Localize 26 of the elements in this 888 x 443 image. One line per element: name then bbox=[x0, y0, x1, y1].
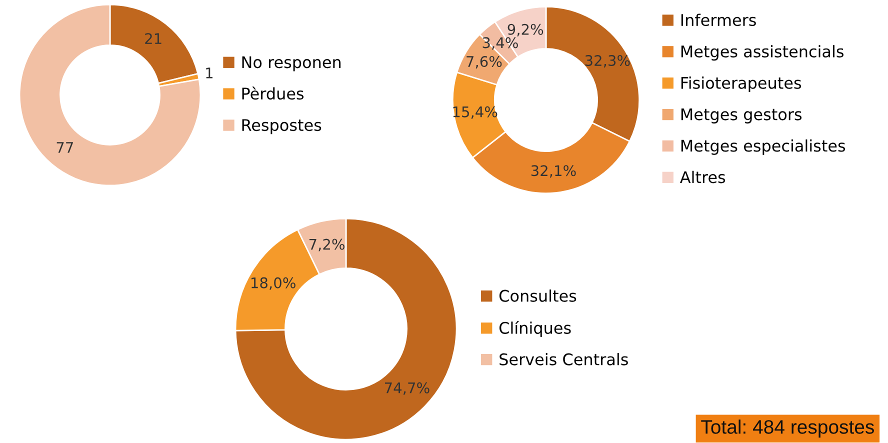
data-label: 21 bbox=[145, 33, 162, 44]
legend-label: Metges assistencials bbox=[681, 45, 844, 61]
donut-slice bbox=[18, 4, 202, 186]
legend-label: Fisioterapeutes bbox=[681, 76, 802, 92]
data-label: 18,0% bbox=[252, 277, 296, 290]
donut-slice bbox=[234, 218, 458, 440]
legend-label: Infermers bbox=[681, 14, 756, 26]
data-label: 7,6% bbox=[466, 56, 502, 69]
data-label: 1 bbox=[206, 68, 212, 78]
legend-label: Metges gestors bbox=[681, 108, 802, 124]
data-label: 77 bbox=[56, 142, 73, 153]
legend-label: Pèrdues bbox=[242, 86, 304, 100]
data-label: 32,3% bbox=[585, 55, 630, 68]
data-label: 9,2% bbox=[508, 24, 544, 36]
legend-label: Respostes bbox=[242, 119, 322, 134]
legend-label: Consultes bbox=[499, 290, 576, 302]
legend-label: Altres bbox=[680, 170, 726, 184]
data-label: 32,1% bbox=[531, 165, 576, 178]
legend-label: No responen bbox=[242, 56, 341, 72]
data-label: 7,2% bbox=[309, 238, 344, 252]
data-label: 3,4% bbox=[482, 37, 518, 50]
text: Total: 484 respostes bbox=[701, 420, 874, 438]
legend-label: Clíniques bbox=[499, 320, 571, 338]
legend-label: Metges especialistes bbox=[681, 139, 846, 155]
data-label: 74,7% bbox=[385, 382, 430, 395]
legend-label: Serveis Centrals bbox=[500, 353, 628, 366]
